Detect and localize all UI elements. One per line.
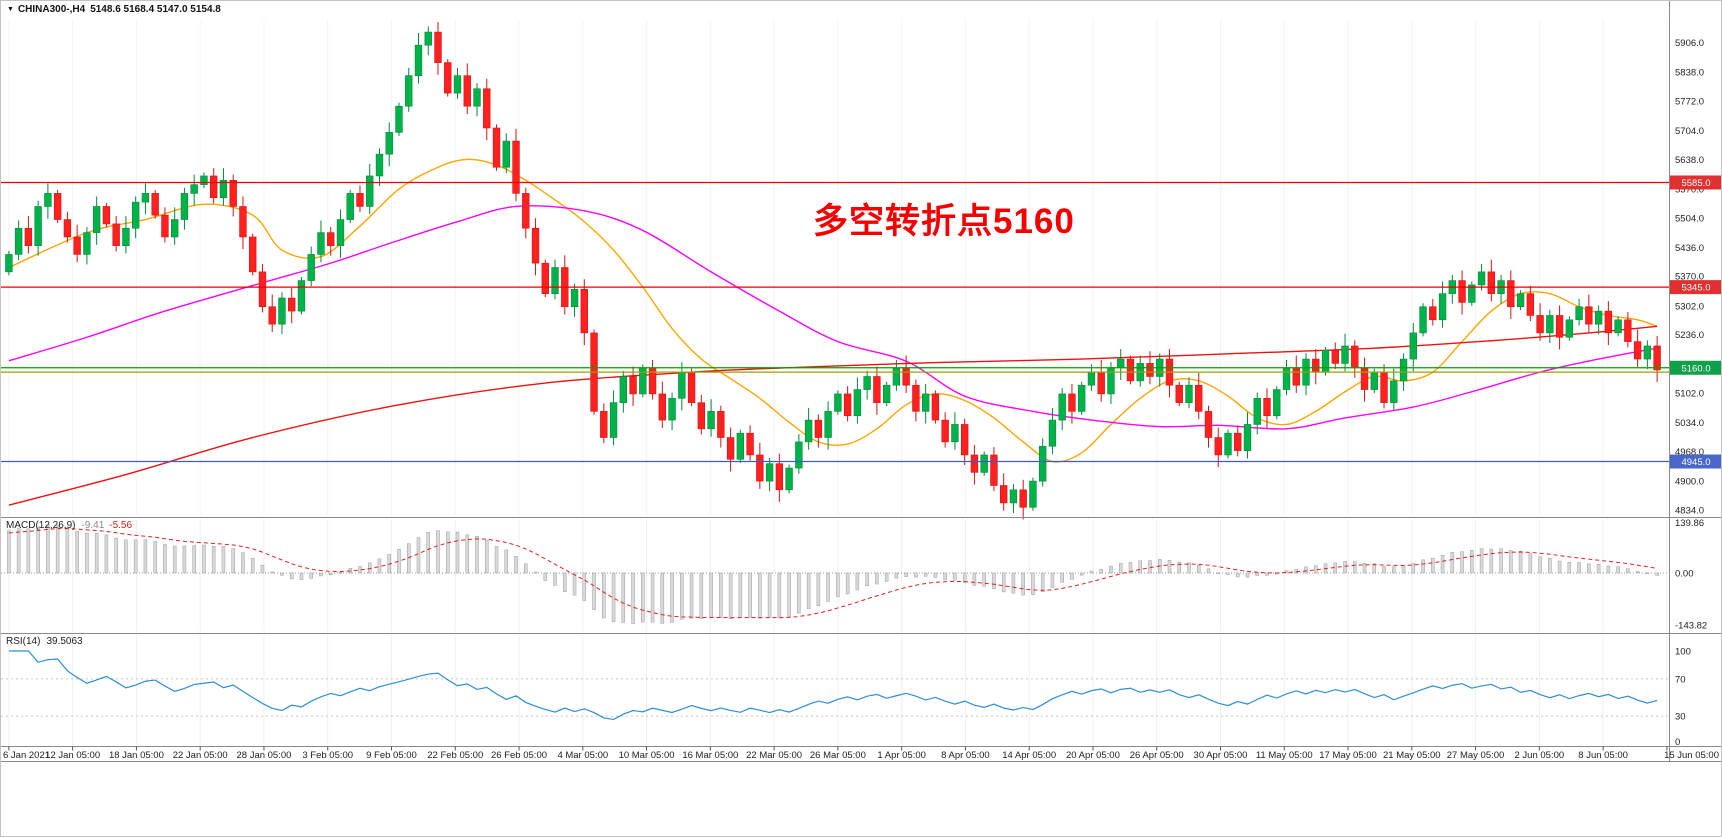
rsi-indicator-label: RSI(14) 39.5063 — [6, 636, 83, 647]
level-badge-label: 5585.0 — [1681, 178, 1710, 189]
macd-name: MACD(12,26,9) — [6, 520, 76, 531]
price-tick-label: 5504.0 — [1675, 213, 1704, 224]
time-tick-label: 14 Apr 05:00 — [1002, 750, 1056, 761]
time-tick-label: 8 Jun 05:00 — [1578, 750, 1628, 761]
macd-main-value: -9.41 — [81, 520, 105, 531]
level-badge-label: 5160.0 — [1681, 363, 1710, 374]
macd-tick-label: 139.86 — [1675, 518, 1704, 529]
panel-separators — [1, 1, 1721, 762]
time-tick-label: 11 May 05:00 — [1256, 750, 1313, 761]
time-tick-label: 20 Apr 05:00 — [1066, 750, 1120, 761]
price-tick-label: 5034.0 — [1675, 418, 1704, 429]
time-tick-label: 3 Feb 05:00 — [302, 750, 353, 761]
chart-title: ▼ CHINA300-,H4 5148.6 5168.4 5147.0 5154.8 — [7, 4, 221, 15]
ma-medium-line — [8, 205, 1658, 430]
price-tick-label: 5838.0 — [1675, 68, 1704, 79]
time-tick-label: 26 Mar 05:00 — [810, 750, 866, 761]
rsi-tick-label: 30 — [1675, 712, 1686, 723]
time-tick-label: 9 Feb 05:00 — [366, 750, 417, 761]
gridlines — [8, 19, 1668, 745]
candles-layer — [5, 22, 1661, 520]
time-tick-label: 10 Mar 05:00 — [619, 750, 675, 761]
time-tick-label: 28 Jan 05:00 — [236, 750, 291, 761]
price-badges: 5585.0 5345.0 5160.0 4945.0 — [1670, 175, 1721, 469]
level-lines[interactable] — [1, 181, 1669, 463]
price-axis[interactable]: 5906.0 5838.0 5772.0 5704.0 5638.0 5570.0 5504… — [1675, 38, 1707, 748]
rsi-value: 39.5063 — [46, 636, 83, 647]
price-tick-label: 5906.0 — [1675, 38, 1704, 49]
macd-tick-label: -143.82 — [1675, 620, 1707, 631]
ma-slow-line — [8, 325, 1658, 506]
time-tick-label: 30 Apr 05:00 — [1194, 750, 1248, 761]
price-tick-label: 5436.0 — [1675, 243, 1704, 254]
rsi-tick-label: 70 — [1675, 674, 1686, 685]
price-tick-label: 5102.0 — [1675, 389, 1704, 400]
annotation-text[interactable]: 多空转折点5160 — [813, 202, 1075, 241]
rsi-tick-label: 100 — [1675, 647, 1691, 658]
symbol-timeframe-label: CHINA300-,H4 — [17, 4, 86, 15]
ohlc-values-label: 5148.6 5168.4 5147.0 5154.8 — [90, 4, 221, 15]
time-tick-label: 18 Jan 05:00 — [109, 750, 164, 761]
time-tick-label: 1 Apr 05:00 — [877, 750, 926, 761]
macd-histogram — [1, 524, 1669, 624]
macd-signal-value: -5.56 — [109, 520, 133, 531]
price-tick-label: 5302.0 — [1675, 301, 1704, 312]
time-tick-label: 22 Jan 05:00 — [173, 750, 228, 761]
time-tick-label: 26 Apr 05:00 — [1130, 750, 1184, 761]
level-badge-label: 5345.0 — [1681, 283, 1710, 294]
time-tick-label: 15 Jun 05:00 — [1664, 750, 1719, 761]
price-tick-label: 5704.0 — [1675, 126, 1704, 137]
time-tick-label: 26 Feb 05:00 — [491, 750, 547, 761]
macd-indicator-label: MACD(12,26,9) -9.41 -5.56 — [6, 520, 132, 531]
price-tick-label: 5638.0 — [1675, 155, 1704, 166]
price-tick-label: 5370.0 — [1675, 272, 1704, 283]
time-tick-label: 2 Jun 05:00 — [1515, 750, 1565, 761]
price-tick-label: 5772.0 — [1675, 96, 1704, 107]
price-tick-label: 5236.0 — [1675, 330, 1704, 341]
time-tick-label: 17 May 05:00 — [1319, 750, 1377, 761]
symbol-dropdown-icon[interactable]: ▼ — [7, 6, 14, 13]
time-tick-label: 4 Mar 05:00 — [557, 750, 608, 761]
macd-signal-line — [8, 527, 1658, 619]
rsi-tick-label: 0 — [1675, 737, 1680, 748]
time-tick-label: 21 May 05:00 — [1383, 750, 1441, 761]
price-tick-label: 4834.0 — [1675, 505, 1704, 516]
level-badge-label: 4945.0 — [1681, 457, 1710, 468]
price-tick-label: 4900.0 — [1675, 477, 1704, 488]
time-tick-label: 27 May 05:00 — [1447, 750, 1505, 761]
time-tick-label: 22 Mar 05:00 — [746, 750, 802, 761]
price-tick-label: 4968.0 — [1675, 447, 1704, 458]
macd-tick-label: 0.00 — [1675, 569, 1694, 580]
time-tick-label: 16 Mar 05:00 — [682, 750, 738, 761]
chart-canvas[interactable]: 5906.0 5838.0 5772.0 5704.0 5638.0 5570.0 5504… — [1, 1, 1722, 763]
price-tick-label: 5570.0 — [1675, 185, 1704, 196]
rsi-name: RSI(14) — [6, 636, 41, 647]
time-tick-label: 22 Feb 05:00 — [427, 750, 483, 761]
time-tick-label: 6 Jan 2021 — [3, 750, 50, 761]
time-tick-label: 12 Jan 05:00 — [45, 750, 100, 761]
time-tick-label: 8 Apr 05:00 — [941, 750, 990, 761]
rsi-line — [1, 650, 1669, 721]
